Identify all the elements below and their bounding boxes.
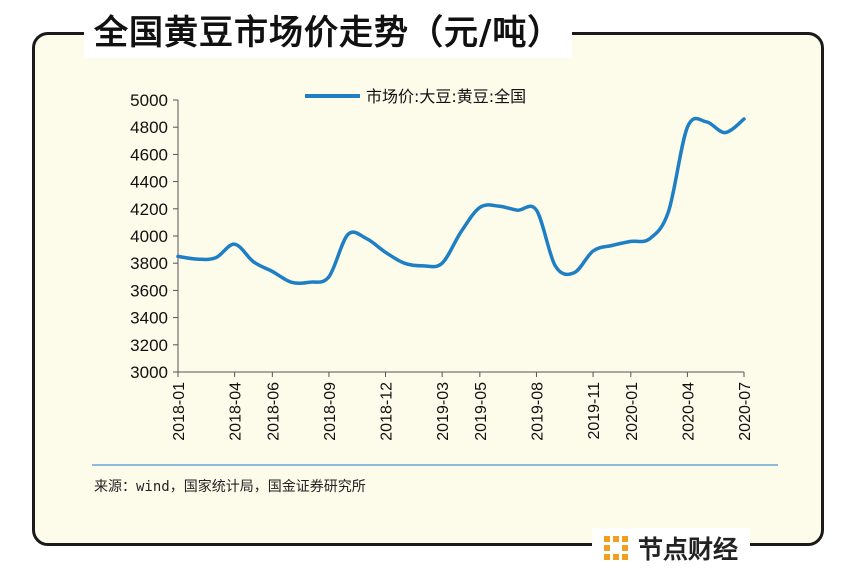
brand-watermark: 节点财经 <box>592 528 751 568</box>
x-tick-label: 2018-06 <box>265 382 282 441</box>
y-tick-label: 4600 <box>130 145 168 164</box>
x-tick-label: 2018-04 <box>228 382 245 441</box>
y-tick-label: 3600 <box>130 281 168 300</box>
y-tick-label: 4000 <box>130 227 168 246</box>
y-tick-label: 3200 <box>130 336 168 355</box>
y-tick-label: 3400 <box>130 309 168 328</box>
series-layer <box>176 116 746 286</box>
brand-name: 节点财经 <box>638 535 739 564</box>
y-tick-label: 3800 <box>130 254 168 273</box>
y-tick-label: 4400 <box>130 173 168 192</box>
x-tick-label: 2019-08 <box>529 382 546 441</box>
y-tick-label: 5000 <box>130 91 168 110</box>
page-title: 全国黄豆市场价走势（元/吨） <box>84 8 573 58</box>
y-tick-label: 3000 <box>130 363 168 382</box>
x-tick-label: 2018-09 <box>322 382 339 441</box>
x-tick-label: 2020-07 <box>737 382 754 441</box>
x-tick-label: 2018-01 <box>171 382 188 441</box>
legend: 市场价:大豆:黄豆:全国 <box>305 87 526 106</box>
y-tick-label: 4200 <box>130 200 168 219</box>
y-tick-label: 4800 <box>130 118 168 137</box>
x-tick-label: 2020-01 <box>624 382 641 441</box>
grid-dots-icon <box>604 536 628 560</box>
x-tick-label: 2019-03 <box>435 382 452 441</box>
chart-frame <box>32 32 824 546</box>
x-tick-label: 2019-11 <box>586 382 603 440</box>
legend-label: 市场价:大豆:黄豆:全国 <box>366 87 526 106</box>
chart-axes: 3000 3200 3400 3600 3800 4000 4200 4400 4600 4800… <box>130 91 754 441</box>
series-line <box>176 116 746 286</box>
x-tick-label: 2019-05 <box>473 382 490 441</box>
source-note: 来源：wind，国家统计局，国金证券研究所 <box>94 479 366 495</box>
x-tick-label: 2020-04 <box>680 382 697 441</box>
x-tick-label: 2018-12 <box>379 382 396 441</box>
